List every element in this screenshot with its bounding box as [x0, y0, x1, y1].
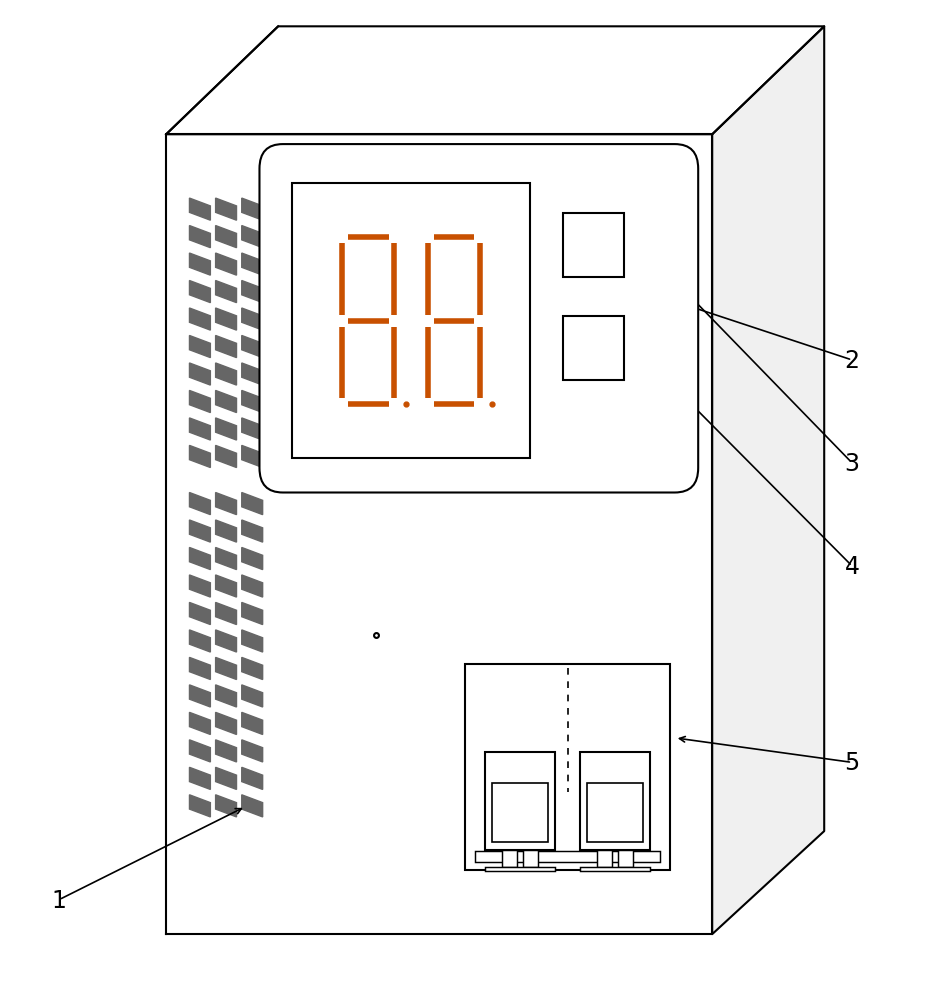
Polygon shape [241, 227, 263, 248]
Polygon shape [241, 493, 263, 515]
Polygon shape [216, 227, 237, 248]
Polygon shape [166, 135, 712, 934]
Polygon shape [216, 685, 237, 707]
Polygon shape [190, 685, 210, 707]
Polygon shape [216, 795, 237, 817]
Polygon shape [216, 199, 237, 221]
Bar [587, 784, 643, 842]
Bar [502, 850, 517, 868]
Bar [523, 850, 538, 868]
Polygon shape [190, 602, 210, 625]
Polygon shape [216, 548, 237, 570]
Polygon shape [712, 28, 824, 934]
Polygon shape [216, 658, 237, 679]
Bar [579, 752, 650, 850]
Polygon shape [241, 253, 263, 276]
Polygon shape [241, 685, 263, 707]
Polygon shape [190, 336, 210, 358]
Polygon shape [241, 418, 263, 441]
Polygon shape [216, 446, 237, 468]
Polygon shape [241, 795, 263, 817]
Polygon shape [241, 446, 263, 468]
Polygon shape [241, 630, 263, 653]
Polygon shape [241, 576, 263, 598]
Polygon shape [216, 521, 237, 542]
Text: 4: 4 [845, 554, 860, 579]
Polygon shape [241, 767, 263, 790]
Polygon shape [190, 630, 210, 653]
Polygon shape [241, 309, 263, 330]
Bar [562, 214, 623, 277]
Polygon shape [216, 391, 237, 413]
Bar [579, 868, 650, 872]
Polygon shape [241, 199, 263, 221]
Text: 3: 3 [845, 452, 860, 475]
Bar [292, 184, 531, 458]
Bar [596, 850, 612, 868]
Polygon shape [190, 364, 210, 386]
Polygon shape [190, 227, 210, 248]
Polygon shape [190, 309, 210, 330]
Bar [485, 752, 555, 850]
Polygon shape [190, 548, 210, 570]
Polygon shape [190, 658, 210, 679]
Polygon shape [190, 521, 210, 542]
Polygon shape [216, 740, 237, 762]
Polygon shape [241, 281, 263, 304]
Polygon shape [216, 309, 237, 330]
Polygon shape [241, 336, 263, 358]
Polygon shape [216, 576, 237, 598]
Text: 2: 2 [845, 349, 860, 373]
Polygon shape [216, 253, 237, 276]
Polygon shape [241, 391, 263, 413]
Polygon shape [216, 713, 237, 735]
Polygon shape [241, 658, 263, 679]
Bar [485, 868, 555, 872]
Polygon shape [190, 740, 210, 762]
Polygon shape [190, 199, 210, 221]
Bar [562, 317, 623, 381]
Bar [618, 850, 633, 868]
Polygon shape [216, 630, 237, 653]
Polygon shape [190, 281, 210, 304]
Polygon shape [190, 713, 210, 735]
Polygon shape [190, 446, 210, 468]
Polygon shape [241, 364, 263, 386]
Polygon shape [241, 740, 263, 762]
Polygon shape [190, 418, 210, 441]
Polygon shape [216, 767, 237, 790]
Polygon shape [216, 336, 237, 358]
Polygon shape [241, 602, 263, 625]
Polygon shape [190, 493, 210, 515]
Polygon shape [190, 576, 210, 598]
Text: 1: 1 [52, 888, 67, 912]
Bar [465, 665, 670, 871]
Polygon shape [241, 521, 263, 542]
Polygon shape [190, 391, 210, 413]
Polygon shape [190, 253, 210, 276]
Text: 5: 5 [844, 750, 860, 775]
Polygon shape [216, 418, 237, 441]
Polygon shape [216, 493, 237, 515]
Bar [492, 784, 548, 842]
Polygon shape [216, 364, 237, 386]
Polygon shape [216, 281, 237, 304]
Bar [475, 851, 660, 862]
Polygon shape [241, 713, 263, 735]
Polygon shape [216, 602, 237, 625]
Polygon shape [190, 795, 210, 817]
Polygon shape [241, 548, 263, 570]
FancyBboxPatch shape [259, 145, 699, 493]
Polygon shape [190, 767, 210, 790]
